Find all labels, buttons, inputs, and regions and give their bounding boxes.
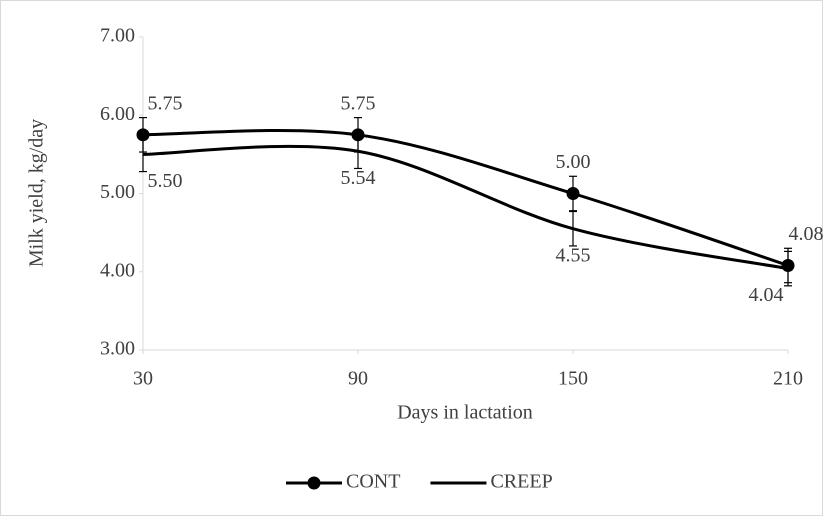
y-tick-label: 4.00	[100, 259, 135, 281]
series-line	[142, 144, 789, 271]
y-tick-label: 7.00	[100, 25, 135, 47]
y-axis-label: Milk yield, kg/day	[26, 119, 48, 267]
data-label: 5.75	[341, 92, 376, 114]
legend-label: CONT	[346, 471, 400, 493]
y-tick-label: 3.00	[100, 338, 135, 360]
marker	[566, 187, 580, 200]
y-tick-label: 5.00	[100, 181, 135, 203]
y-tick-label: 6.00	[100, 103, 135, 125]
x-tick-label: 210	[773, 368, 803, 390]
data-label: 4.04	[749, 284, 784, 306]
legend-label: CREEP	[490, 471, 552, 493]
data-label: 5.00	[556, 151, 591, 173]
marker	[136, 128, 150, 142]
data-label: 4.08	[789, 223, 824, 245]
data-label: 5.75	[148, 92, 183, 114]
data-label: 5.50	[148, 170, 183, 192]
data-label: 5.54	[341, 167, 376, 189]
x-tick-label: 30	[133, 368, 153, 390]
x-tick-label: 90	[348, 368, 368, 390]
x-tick-label: 150	[558, 368, 588, 390]
data-label: 4.55	[556, 244, 591, 266]
legend-marker	[307, 476, 321, 490]
x-axis-label: Days in lactation	[397, 402, 533, 424]
series-line	[142, 128, 789, 267]
